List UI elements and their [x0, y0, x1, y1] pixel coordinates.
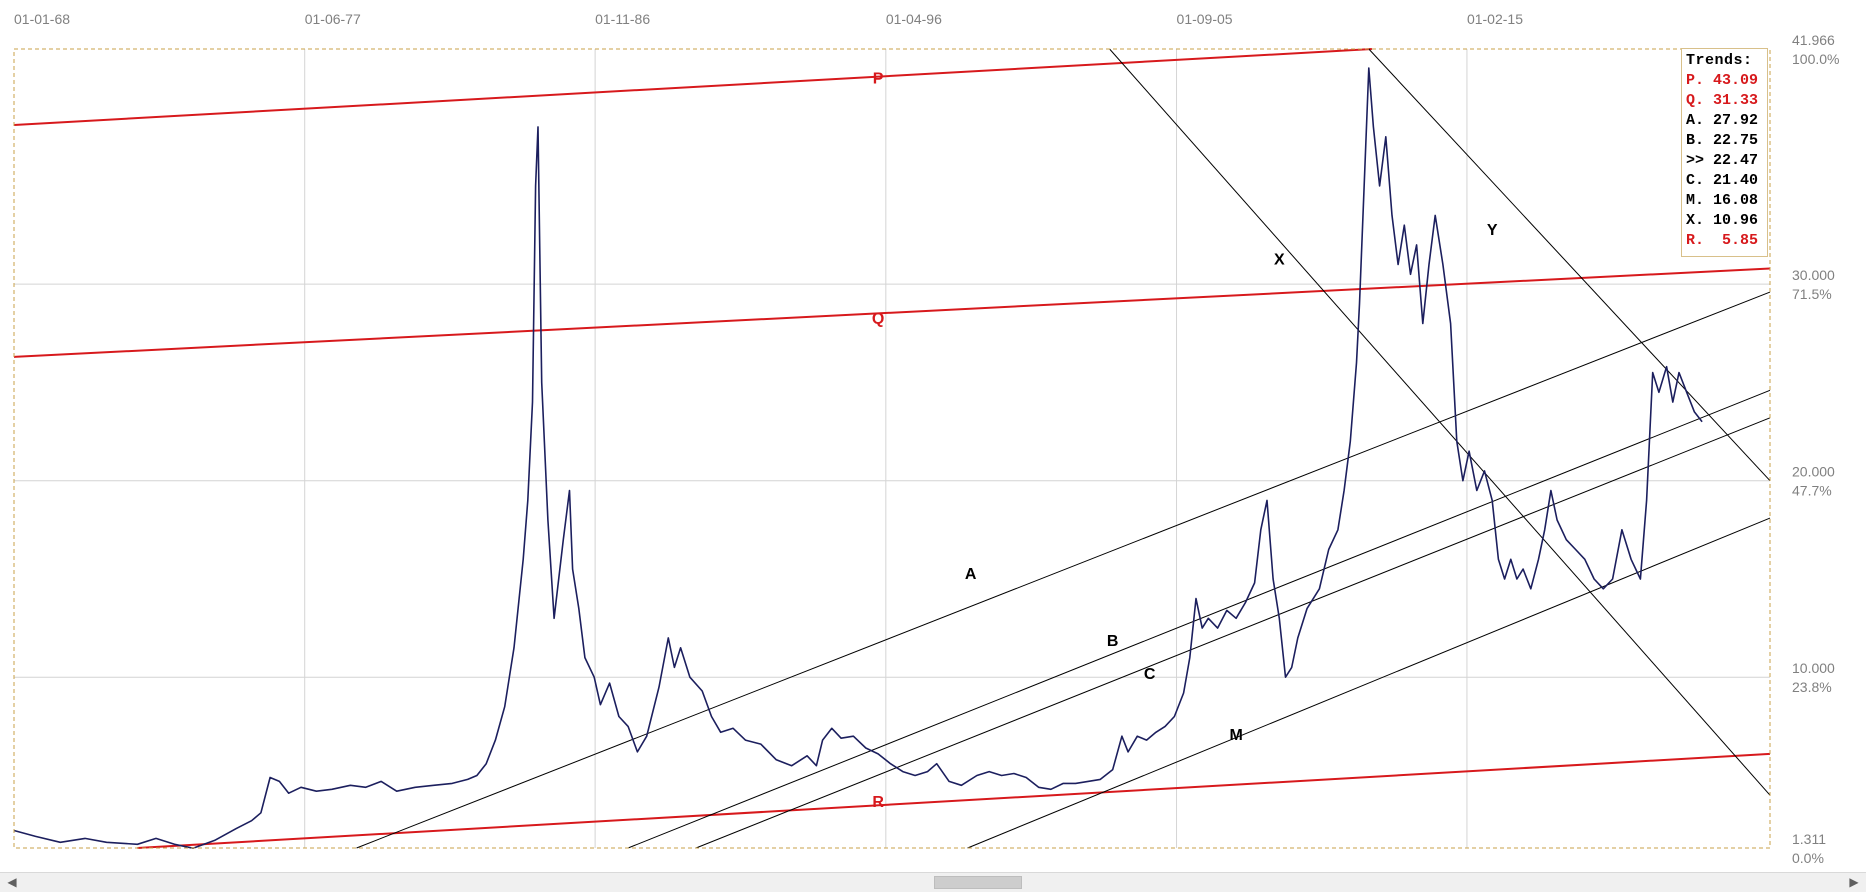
- y-tick-percent: 100.0%: [1792, 51, 1839, 67]
- plot-frame: [13, 48, 1771, 849]
- scroll-right-icon[interactable]: ▶: [1849, 875, 1859, 889]
- x-tick-label: 01-06-77: [305, 11, 361, 27]
- legend-item-name: X.: [1686, 212, 1705, 229]
- trend-label-m: M: [1229, 727, 1242, 744]
- legend-item-name: R.: [1686, 232, 1705, 249]
- legend-item: Q. 31.33: [1686, 91, 1763, 111]
- x-tick-label: 01-11-86: [595, 11, 650, 27]
- price-line: [13, 67, 1703, 849]
- y-tick-label: 20.000: [1792, 464, 1835, 480]
- legend-item-name: B.: [1686, 132, 1705, 149]
- legend-rows: P. 43.09 Q. 31.33 A. 27.92 B. 22.75 >> 22.47…: [1686, 71, 1763, 251]
- x-tick-label: 01-01-68: [14, 11, 70, 27]
- trend-line-r: [137, 752, 1771, 849]
- legend-item: >> 22.47: [1686, 151, 1763, 171]
- y-tick-percent: 0.0%: [1792, 850, 1824, 866]
- legend-item-name: P.: [1686, 72, 1705, 89]
- trend-line-x: [1109, 48, 1771, 796]
- legend-item: M. 16.08: [1686, 191, 1763, 211]
- y-axis-ticks: 41.966 100.0% 30.000 71.5% 20.000 47.7% 10.000…: [1792, 32, 1839, 866]
- x-tick-label: 01-09-05: [1177, 11, 1233, 27]
- trend-line-y: [1368, 48, 1771, 482]
- legend-item: X. 10.96: [1686, 211, 1763, 231]
- trend-label-a: A: [965, 566, 977, 583]
- legend-item: B. 22.75: [1686, 131, 1763, 151]
- legend-title: Trends:: [1686, 52, 1753, 69]
- y-tick-label: 10.000: [1792, 660, 1835, 676]
- legend-item: A. 27.92: [1686, 111, 1763, 131]
- trend-label-p: P: [873, 71, 884, 88]
- trend-label-b: B: [1107, 633, 1119, 650]
- trend-line-a: [356, 291, 1771, 849]
- y-tick-percent: 23.8%: [1792, 679, 1832, 695]
- trends-legend: Trends: P. 43.09 Q. 31.33 A. 27.92 B. 22.75…: [1681, 48, 1768, 257]
- trend-line-m: [967, 517, 1771, 849]
- legend-item-name: C.: [1686, 172, 1705, 189]
- trend-label-y: Y: [1487, 222, 1498, 239]
- trend-label-r: R: [872, 794, 884, 811]
- trend-label-x: X: [1274, 252, 1285, 269]
- trend-line-b: [627, 389, 1771, 849]
- legend-item-value: 5.85: [1704, 232, 1759, 249]
- trend-label-q: Q: [872, 310, 884, 327]
- legend-item-value: 43.09: [1704, 72, 1759, 89]
- trend-line-c: [695, 417, 1771, 849]
- scroll-left-icon[interactable]: ◀: [7, 875, 17, 889]
- legend-item-value: 16.08: [1704, 192, 1759, 209]
- trend-lines: P Q R A B C M X Y: [13, 48, 1771, 849]
- scrollbar-thumb[interactable]: [934, 876, 1022, 889]
- gridlines: [14, 49, 1770, 848]
- x-axis-ticks: 01-01-68 01-06-77 01-11-86 01-04-96 01-09-05…: [14, 11, 1523, 27]
- y-tick-label: 1.311: [1792, 831, 1826, 847]
- y-tick-label: 41.966: [1792, 32, 1835, 48]
- legend-item-name: M.: [1686, 192, 1705, 209]
- legend-item: P. 43.09: [1686, 71, 1763, 91]
- x-tick-label: 01-02-15: [1467, 11, 1523, 27]
- chart: 01-01-68 01-06-77 01-11-86 01-04-96 01-09-05…: [13, 11, 1839, 866]
- legend-item-name: Q.: [1686, 92, 1705, 109]
- trend-label-c: C: [1144, 666, 1156, 683]
- legend-item-value: 31.33: [1704, 92, 1759, 109]
- price-series: [13, 67, 1703, 849]
- horizontal-scrollbar[interactable]: ◀ ▶: [0, 872, 1866, 892]
- legend-item-name: A.: [1686, 112, 1705, 129]
- legend-item-name: >>: [1686, 152, 1705, 169]
- y-tick-label: 30.000: [1792, 267, 1835, 283]
- x-tick-label: 01-04-96: [886, 11, 942, 27]
- legend-item: C. 21.40: [1686, 171, 1763, 191]
- legend-item-value: 27.92: [1704, 112, 1759, 129]
- legend-item: R. 5.85: [1686, 231, 1763, 251]
- legend-item-value: 22.47: [1704, 152, 1759, 169]
- trend-line-p: [13, 48, 1372, 126]
- trend-line-q: [13, 267, 1771, 358]
- legend-item-value: 22.75: [1704, 132, 1759, 149]
- y-tick-percent: 71.5%: [1792, 286, 1832, 302]
- legend-item-value: 10.96: [1704, 212, 1759, 229]
- y-tick-percent: 47.7%: [1792, 483, 1832, 499]
- legend-item-value: 21.40: [1704, 172, 1759, 189]
